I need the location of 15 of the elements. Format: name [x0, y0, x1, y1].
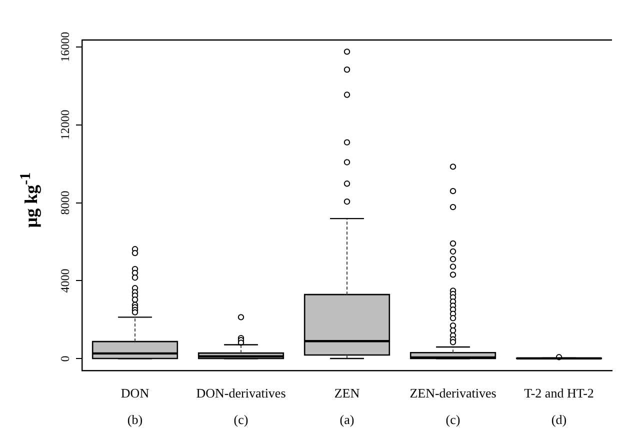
y-tick-label: 16000 [58, 32, 72, 62]
y-tick-label: 4000 [58, 268, 72, 293]
y-tick-label: 12000 [58, 110, 72, 140]
text: (d) [551, 412, 567, 427]
y-tick-label: 0 [58, 356, 72, 362]
text: (c) [446, 412, 460, 427]
x-tick-label: ZEN-derivatives [410, 386, 496, 401]
y-tick-label: 8000 [58, 190, 72, 215]
text: (b) [127, 412, 143, 427]
x-tick-label: T-2 and HT-2 [524, 386, 594, 401]
x-tick-label: ZEN [334, 386, 360, 401]
text: (a) [340, 412, 354, 427]
x-tick-label: DON-derivatives [196, 386, 286, 401]
text: (c) [234, 412, 248, 427]
x-tick-label: DON [120, 386, 150, 401]
